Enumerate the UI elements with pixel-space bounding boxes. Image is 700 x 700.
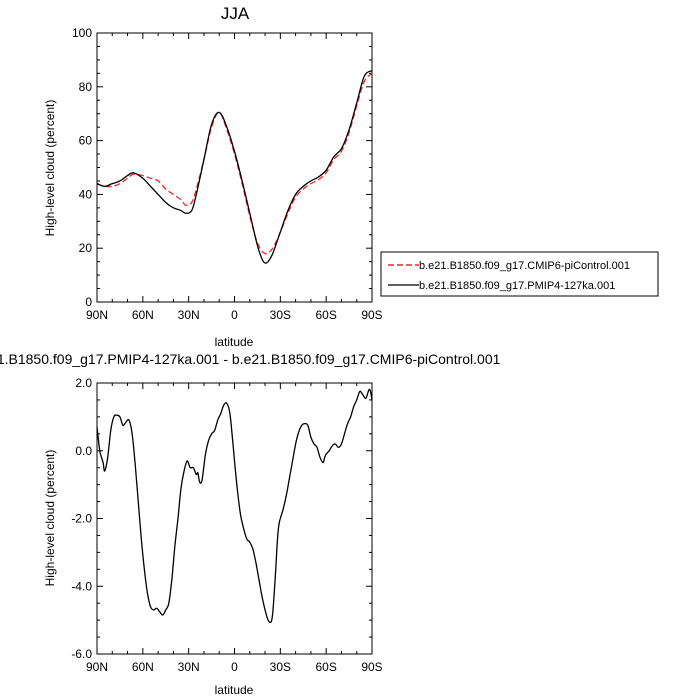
legend-label-series-1: b.e21.B1850.f09_g17.CMIP6-piControl.001 [419,260,630,272]
top-chart-x-tick-label: 0 [231,308,238,322]
legend: b.e21.B1850.f09_g17.CMIP6-piControl.001 … [380,251,659,297]
top-chart-x-tick-label: 60N [132,308,154,322]
bottom-chart-y-tick-label: 0.0 [75,444,92,458]
bottom-chart-y-tick-label: -6.0 [71,647,92,661]
legend-label-series-2: b.e21.B1850.f09_g17.PMIP4-127ka.001 [419,280,615,292]
top-chart-x-tick-label: 90S [361,308,382,322]
bottom-chart-x-tick-label: 90N [86,660,108,674]
top-chart-x-tick-label: 90N [86,308,108,322]
bottom-chart-x-axis-label: latitude [215,683,254,697]
top-chart-y-tick-label: 80 [79,80,93,94]
bottom-chart-x-tick-label: 60S [315,660,336,674]
bottom-chart-x-tick-label: 0 [231,660,238,674]
top-chart-x-axis-label: latitude [215,335,254,349]
top-chart-y-tick-label: 20 [79,241,93,255]
top-chart-plot-frame [96,32,373,303]
top-chart-y-tick-label: 100 [72,26,92,40]
legend-box [380,251,659,297]
top-chart-x-tick-label: 30S [270,308,291,322]
bottom-chart-plot-frame [96,382,373,655]
bottom-chart-x-tick-label: 90S [361,660,382,674]
top-chart-series-line-1 [96,72,373,255]
bottom-chart-series-line-1 [96,388,373,623]
bottom-chart-x-tick-label: 30S [270,660,291,674]
bottom-chart-y-axis-label: High-level cloud (percent) [43,450,57,587]
top-chart-title: JJA [221,4,250,23]
top-chart-x-tick-label: 30N [178,308,200,322]
bottom-chart-x-tick-label: 60N [132,660,154,674]
top-chart-y-tick-label: 40 [79,187,93,201]
top-chart-series-line-2 [96,70,373,264]
bottom-chart-y-tick-label: -2.0 [71,512,92,526]
bottom-chart-y-tick-label: -4.0 [71,579,92,593]
top-chart-panel: JJA 0 20 40 60 80 100 90N 60N 30N 0 30S 60S 90S lat… [43,4,659,349]
bottom-chart-x-tick-label: 30N [178,660,200,674]
top-chart-y-tick-label: 0 [85,295,92,309]
top-chart-y-tick-label: 60 [79,134,93,148]
top-chart-y-axis-label: High-level cloud (percent) [43,100,57,237]
bottom-chart-panel: b.e21.B1850.f09_g17.PMIP4-127ka.001 - b.… [0,351,501,697]
bottom-chart-y-tick-label: 2.0 [75,376,92,390]
top-chart-x-tick-label: 60S [315,308,336,322]
bottom-chart-title: b.e21.B1850.f09_g17.PMIP4-127ka.001 - b.… [0,351,501,367]
